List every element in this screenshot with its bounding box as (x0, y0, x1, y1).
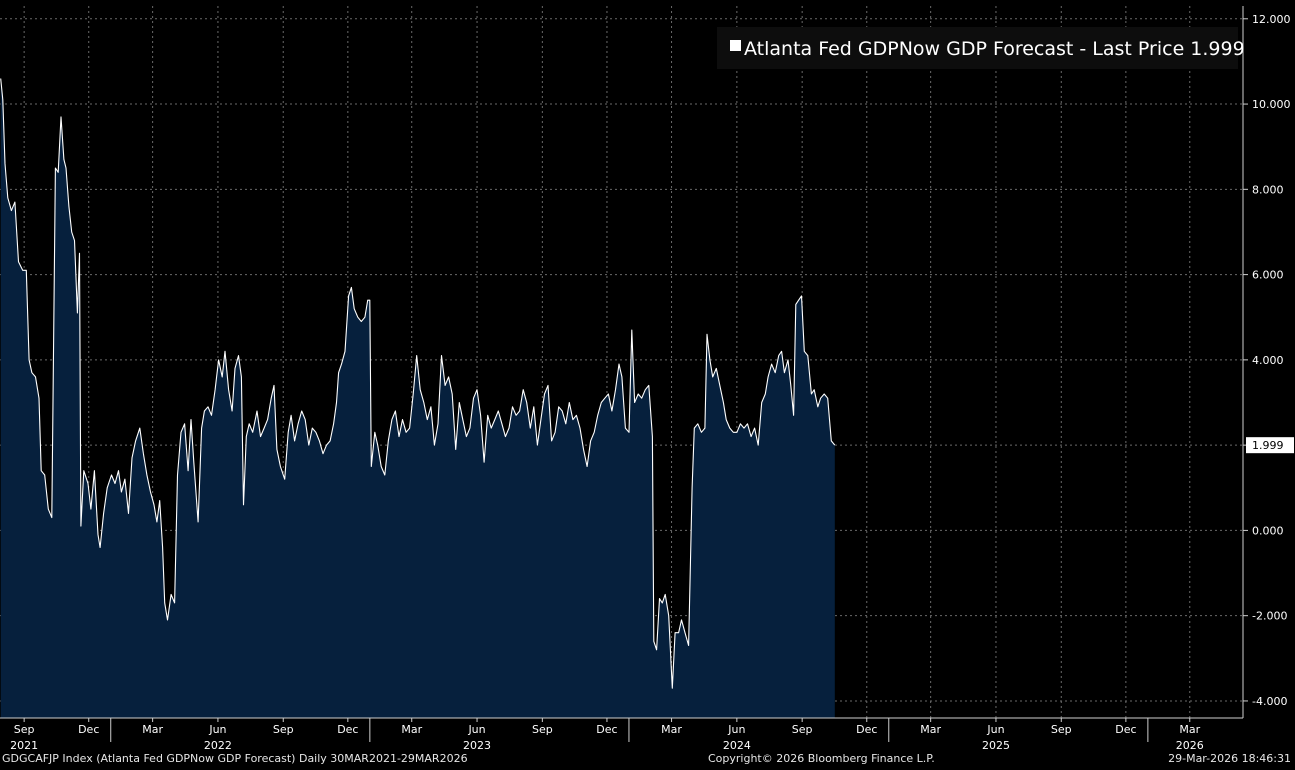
x-tick-label: Jun (208, 723, 226, 736)
x-year-label: 2026 (1176, 739, 1204, 752)
x-tick-label: Mar (401, 723, 422, 736)
x-year-label: 2022 (204, 739, 232, 752)
y-tick-label: 12.000 (1252, 13, 1291, 26)
y-tick-label: 0.000 (1252, 524, 1284, 537)
x-tick-label: Jun (986, 723, 1004, 736)
x-tick-label: Mar (142, 723, 163, 736)
legend-label: Atlanta Fed GDPNow GDP Forecast - Last P… (744, 38, 1245, 60)
x-tick-label: Dec (856, 723, 877, 736)
x-tick-label: Sep (1051, 723, 1072, 736)
x-tick-label: Mar (1179, 723, 1200, 736)
y-tick-label: 6.000 (1252, 269, 1284, 282)
y-tick-label: -2.000 (1252, 610, 1287, 623)
footer-copyright: Copyright© 2026 Bloomberg Finance L.P. (708, 752, 935, 765)
series-line (0, 78, 836, 689)
x-year-label: 2021 (10, 739, 38, 752)
axes: 12.00010.0008.0006.0004.0002.0000.000-2.… (0, 6, 1294, 752)
x-year-label: 2024 (723, 739, 751, 752)
x-tick-label: Mar (661, 723, 682, 736)
series-area (0, 78, 835, 718)
x-tick-label: Sep (532, 723, 553, 736)
y-tick-label: -4.000 (1252, 695, 1287, 708)
legend: Atlanta Fed GDPNow GDP Forecast - Last P… (717, 27, 1245, 69)
last-value-tag (1246, 437, 1294, 454)
y-tick-label: 8.000 (1252, 183, 1284, 196)
legend-swatch (730, 40, 741, 51)
x-tick-label: Dec (337, 723, 358, 736)
x-tick-label: Mar (920, 723, 941, 736)
x-tick-label: Jun (467, 723, 485, 736)
legend-box (717, 27, 1238, 69)
x-tick-label: Dec (1115, 723, 1136, 736)
x-tick-label: Dec (78, 723, 99, 736)
x-tick-label: Dec (596, 723, 617, 736)
last-value-label: 1.999 (1252, 439, 1284, 452)
footer-timestamp: 29-Mar-2026 18:46:31 (1168, 752, 1291, 765)
footer-index-description: GDGCAFJP Index (Atlanta Fed GDPNow GDP F… (2, 752, 468, 765)
y-tick-label: 4.000 (1252, 354, 1284, 367)
x-tick-label: Jun (727, 723, 745, 736)
x-tick-label: Sep (792, 723, 813, 736)
x-year-label: 2023 (463, 739, 491, 752)
y-tick-label: 10.000 (1252, 98, 1291, 111)
x-year-label: 2025 (982, 739, 1010, 752)
x-tick-label: Sep (273, 723, 294, 736)
x-tick-label: Sep (14, 723, 35, 736)
